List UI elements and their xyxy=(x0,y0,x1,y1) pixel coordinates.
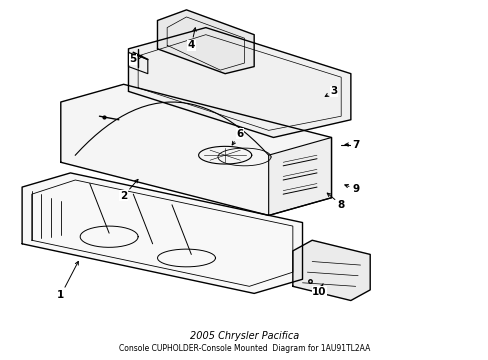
Polygon shape xyxy=(61,84,331,215)
Polygon shape xyxy=(292,240,369,301)
Text: Console CUPHOLDER-Console Mounted  Diagram for 1AU91TL2AA: Console CUPHOLDER-Console Mounted Diagra… xyxy=(119,344,369,353)
Text: 3: 3 xyxy=(325,86,337,96)
Text: 5: 5 xyxy=(129,54,142,64)
Polygon shape xyxy=(128,28,350,138)
Text: 1: 1 xyxy=(57,261,78,300)
Text: 7: 7 xyxy=(345,140,359,149)
Text: 2: 2 xyxy=(120,179,138,201)
Text: 4: 4 xyxy=(187,28,196,50)
Text: 9: 9 xyxy=(344,184,359,194)
Polygon shape xyxy=(268,138,331,215)
Text: 2005 Chrysler Pacifica: 2005 Chrysler Pacifica xyxy=(189,331,299,341)
Polygon shape xyxy=(22,173,302,293)
Text: 6: 6 xyxy=(232,129,243,145)
Polygon shape xyxy=(157,10,254,74)
Text: 8: 8 xyxy=(326,193,344,210)
Text: 10: 10 xyxy=(311,284,326,297)
